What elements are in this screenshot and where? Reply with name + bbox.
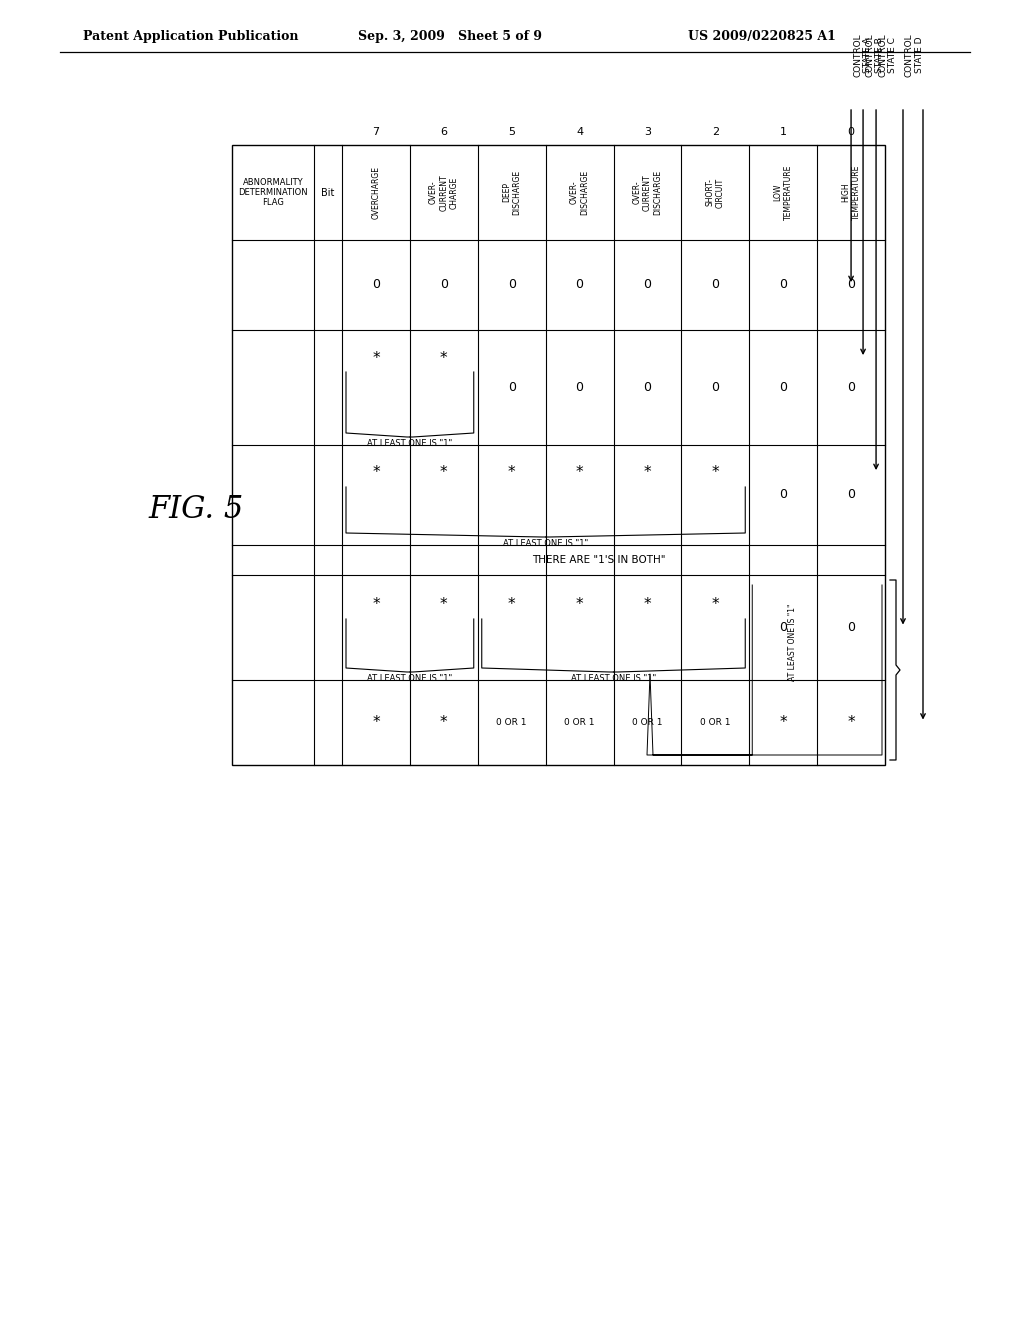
Text: 0 OR 1: 0 OR 1: [700, 718, 730, 727]
Text: 0: 0: [440, 279, 447, 292]
Text: CONTROL
STATE C: CONTROL STATE C: [878, 33, 897, 77]
Text: FIG. 5: FIG. 5: [148, 495, 244, 525]
Text: 0: 0: [712, 381, 719, 393]
Text: OVER-
CURRENT
DISCHARGE: OVER- CURRENT DISCHARGE: [633, 170, 663, 215]
Text: *: *: [440, 598, 447, 612]
Text: Bit: Bit: [322, 187, 335, 198]
Text: *: *: [779, 715, 787, 730]
Text: AT LEAST ONE IS "1": AT LEAST ONE IS "1": [368, 675, 453, 682]
Text: 0 OR 1: 0 OR 1: [632, 718, 663, 727]
Text: *: *: [440, 715, 447, 730]
Text: 0: 0: [643, 381, 651, 393]
Text: *: *: [372, 598, 380, 612]
Text: SHORT-
CIRCUIT: SHORT- CIRCUIT: [706, 177, 725, 207]
Text: THERE ARE "1'S IN BOTH": THERE ARE "1'S IN BOTH": [531, 554, 666, 565]
Text: CONTROL
STATE D: CONTROL STATE D: [905, 33, 925, 77]
Text: OVER-
CURRENT
CHARGE: OVER- CURRENT CHARGE: [429, 174, 459, 211]
Text: AT LEAST ONE IS "1": AT LEAST ONE IS "1": [788, 603, 798, 681]
Text: 7: 7: [373, 127, 380, 137]
Text: DEEP
DISCHARGE: DEEP DISCHARGE: [502, 170, 521, 215]
Text: AT LEAST ONE IS "1": AT LEAST ONE IS "1": [503, 539, 588, 548]
Text: 0 OR 1: 0 OR 1: [564, 718, 595, 727]
Text: 5: 5: [508, 127, 515, 137]
Text: 0: 0: [848, 127, 855, 137]
Text: CONTROL
STATE B: CONTROL STATE B: [865, 33, 885, 77]
Text: 0: 0: [779, 620, 787, 634]
Text: 0: 0: [847, 620, 855, 634]
Text: *: *: [440, 351, 447, 366]
Text: HIGH
TEMPERATURE: HIGH TEMPERATURE: [842, 165, 861, 220]
Text: CONTROL
STATE A: CONTROL STATE A: [853, 33, 872, 77]
Text: 0: 0: [575, 381, 584, 393]
Text: 0: 0: [712, 279, 719, 292]
Text: 3: 3: [644, 127, 651, 137]
Text: US 2009/0220825 A1: US 2009/0220825 A1: [688, 30, 836, 44]
Text: *: *: [644, 598, 651, 612]
Text: *: *: [847, 715, 855, 730]
Text: *: *: [575, 598, 584, 612]
Text: 6: 6: [440, 127, 447, 137]
Text: AT LEAST ONE IS "1": AT LEAST ONE IS "1": [368, 440, 453, 447]
Text: 0: 0: [779, 488, 787, 502]
Text: *: *: [644, 466, 651, 480]
Text: 0: 0: [372, 279, 380, 292]
Text: *: *: [372, 715, 380, 730]
Text: *: *: [508, 466, 515, 480]
Text: *: *: [575, 466, 584, 480]
Bar: [232, 145, 885, 766]
Text: OVERCHARGE: OVERCHARGE: [372, 166, 381, 219]
Text: 0 OR 1: 0 OR 1: [497, 718, 527, 727]
Text: 2: 2: [712, 127, 719, 137]
Text: 0: 0: [643, 279, 651, 292]
Text: 1: 1: [779, 127, 786, 137]
Text: 0: 0: [779, 279, 787, 292]
Text: 0: 0: [575, 279, 584, 292]
Text: LOW
TEMPERATURE: LOW TEMPERATURE: [773, 165, 793, 220]
Text: AT LEAST ONE IS "1": AT LEAST ONE IS "1": [570, 675, 656, 682]
Text: *: *: [440, 466, 447, 480]
Text: 0: 0: [508, 381, 516, 393]
Text: *: *: [372, 351, 380, 366]
Text: *: *: [712, 598, 719, 612]
Text: 0: 0: [508, 279, 516, 292]
Text: 0: 0: [847, 381, 855, 393]
Text: 0: 0: [779, 381, 787, 393]
Text: OVER-
DISCHARGE: OVER- DISCHARGE: [570, 170, 589, 215]
Text: *: *: [712, 466, 719, 480]
Text: *: *: [372, 466, 380, 480]
Text: 0: 0: [847, 488, 855, 502]
Text: ABNORMALITY
DETERMINATION
FLAG: ABNORMALITY DETERMINATION FLAG: [239, 178, 308, 207]
Text: 4: 4: [575, 127, 583, 137]
Text: Sep. 3, 2009   Sheet 5 of 9: Sep. 3, 2009 Sheet 5 of 9: [358, 30, 542, 44]
Text: 0: 0: [847, 279, 855, 292]
Text: *: *: [508, 598, 515, 612]
Text: Patent Application Publication: Patent Application Publication: [83, 30, 299, 44]
